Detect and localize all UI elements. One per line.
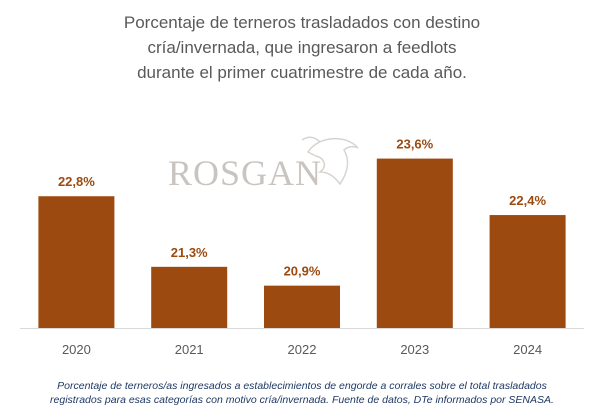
bar-2021 xyxy=(151,266,228,328)
data-label-2022: 20,9% xyxy=(284,264,321,279)
x-tick-label-2023: 2023 xyxy=(400,342,429,357)
bar-2020 xyxy=(38,196,115,328)
chart-title: Porcentaje de terneros trasladados con d… xyxy=(0,10,604,85)
data-label-2024: 22,4% xyxy=(509,193,546,208)
x-tick-label-2021: 2021 xyxy=(175,342,204,357)
bar-2022 xyxy=(264,285,340,328)
chart-title-line-3: durante el primer cuatrimestre de cada a… xyxy=(137,63,467,82)
data-label-2023: 23,6% xyxy=(396,137,433,152)
x-tick-label-2024: 2024 xyxy=(513,342,542,357)
footnote-line-1: Porcentaje de terneros/as ingresados a e… xyxy=(57,380,547,392)
chart-title-line-1: Porcentaje de terneros trasladados con d… xyxy=(123,13,481,32)
watermark-text: ROSGAN xyxy=(168,153,323,193)
footnote-line-2: registrados para esas categorías con mot… xyxy=(50,394,554,406)
chart-title-line-2: cría/invernada, que ingresaron a feedlot… xyxy=(147,38,457,57)
x-tick-label-2022: 2022 xyxy=(288,342,317,357)
data-label-2021: 21,3% xyxy=(171,245,208,260)
bar-2023 xyxy=(376,158,453,328)
watermark-logo: ROSGAN xyxy=(168,132,368,193)
data-label-2020: 22,8% xyxy=(58,174,95,189)
bull-head-icon xyxy=(301,136,359,186)
chart-footnote: Porcentaje de terneros/as ingresados a e… xyxy=(0,379,604,407)
x-tick-label-2020: 2020 xyxy=(62,342,91,357)
bar-2024 xyxy=(489,215,566,328)
